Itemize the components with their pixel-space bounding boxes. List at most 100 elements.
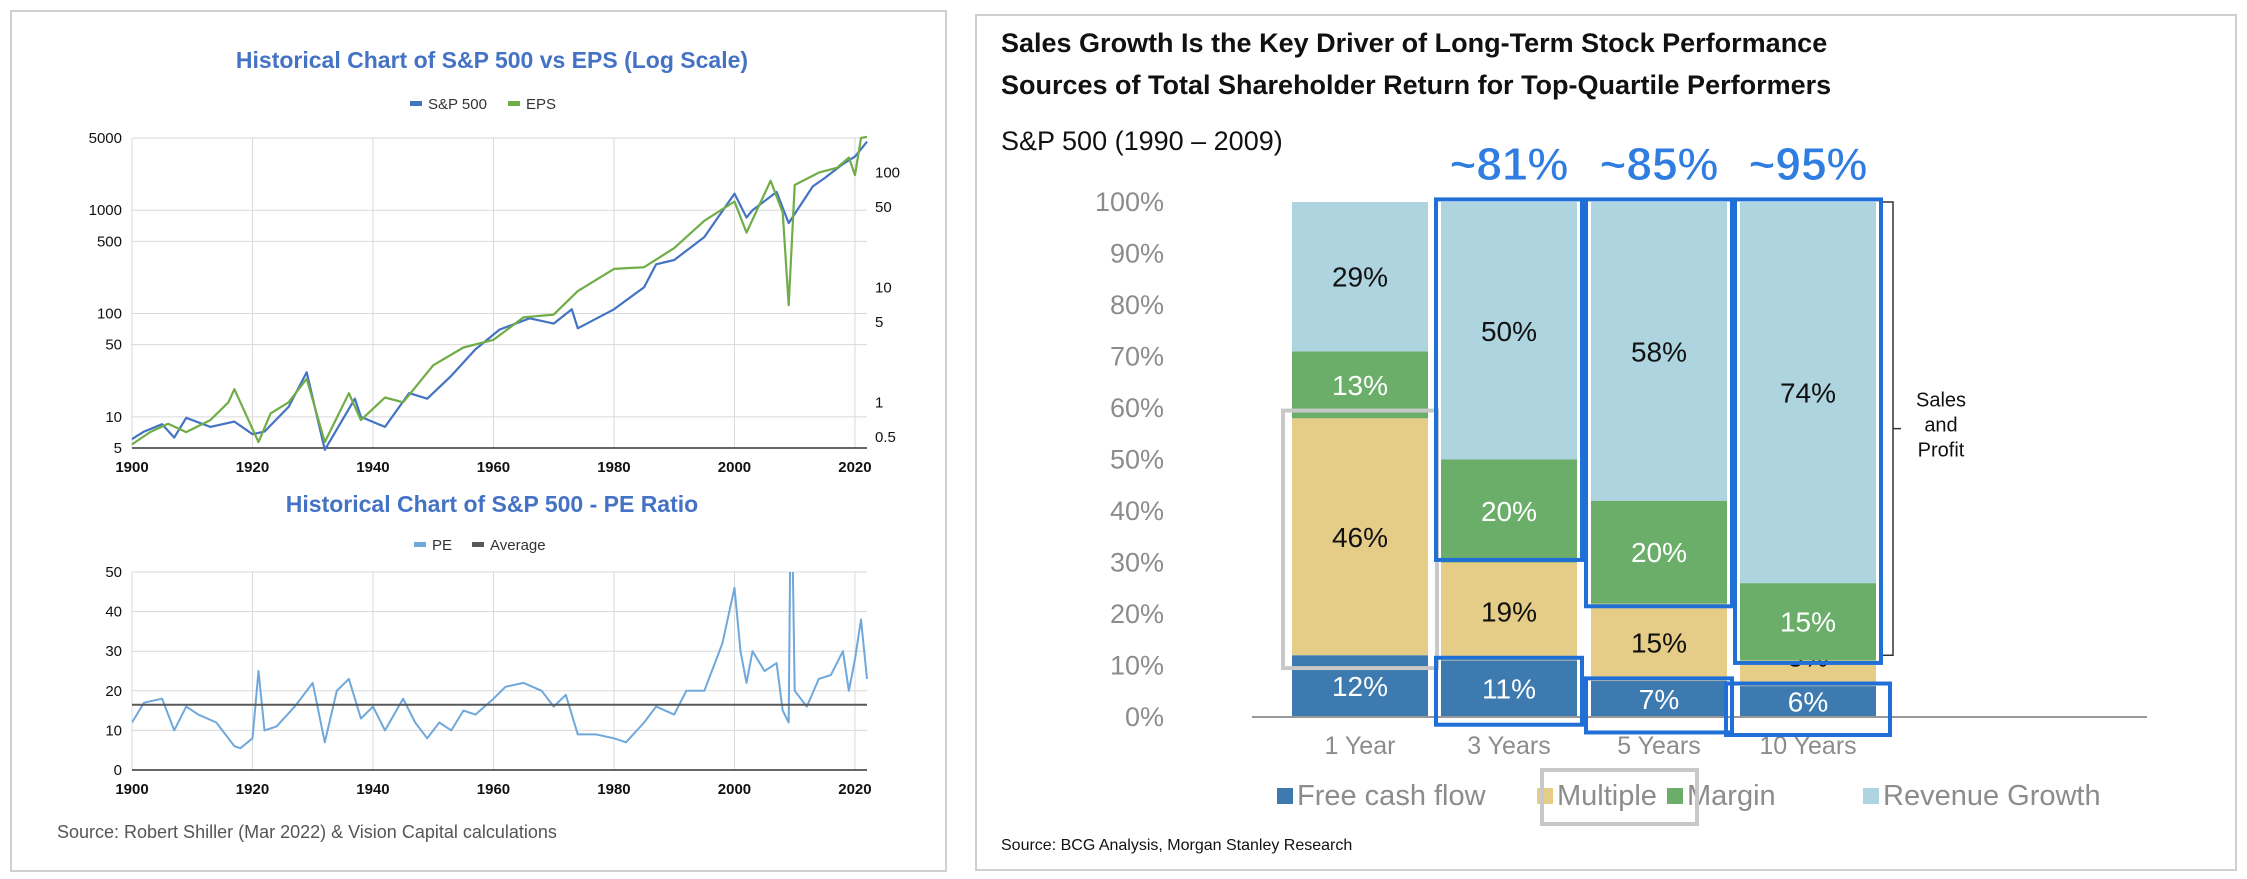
y-right-tick-label: 100 bbox=[875, 165, 900, 182]
fcf-box-3y bbox=[1434, 655, 1584, 727]
legend-label: Margin bbox=[1687, 780, 1776, 812]
bar-segment-revenue-growth bbox=[1591, 202, 1727, 501]
bar-segment-revenue-growth bbox=[1441, 202, 1577, 460]
legend-swatch bbox=[1863, 788, 1879, 804]
bar-data-label: 74% bbox=[1780, 378, 1836, 409]
y-right-tick-label: 50 bbox=[875, 199, 892, 216]
log-chart-legend: S&P 500 EPS bbox=[410, 96, 556, 113]
bracket-label-word: and bbox=[1924, 415, 1957, 437]
y-left-tick-label: 10 bbox=[105, 409, 122, 426]
x-tick-label: 1940 bbox=[356, 459, 389, 476]
log-chart-plot: 1900 1920 1940 1960 1980 2000 2020 5 10 50 100 500 1… bbox=[89, 130, 900, 476]
legend-swatch bbox=[1537, 788, 1553, 804]
y-tick-label: 40 bbox=[105, 604, 122, 621]
x-tick-label: 1900 bbox=[115, 459, 148, 476]
fcf-box-5y bbox=[1584, 676, 1734, 735]
x-tick-label: 1920 bbox=[236, 781, 269, 798]
sales-profit-box-10y bbox=[1733, 197, 1883, 665]
left-source-note: Source: Robert Shiller (Mar 2022) & Visi… bbox=[57, 822, 557, 842]
bar-data-label: 19% bbox=[1481, 596, 1537, 627]
y-right-tick-label: 0.5 bbox=[875, 429, 896, 446]
bracket-label-word: Profit bbox=[1918, 440, 1965, 462]
legend-label: S&P 500 bbox=[428, 96, 487, 113]
bracket-line bbox=[1883, 201, 1901, 656]
y-tick-label: 70% bbox=[1110, 342, 1164, 372]
legend-swatch bbox=[1667, 788, 1683, 804]
series-line-pe bbox=[132, 572, 868, 750]
legend-label: PE bbox=[432, 537, 452, 554]
x-tick-label: 2000 bbox=[718, 459, 751, 476]
sales-profit-box-5y bbox=[1584, 197, 1734, 609]
legend-label: EPS bbox=[526, 96, 556, 113]
log-chart-title: Historical Chart of S&P 500 vs EPS (Log … bbox=[236, 47, 748, 73]
y-tick-label: 30% bbox=[1110, 548, 1164, 578]
y-tick-label: 60% bbox=[1110, 393, 1164, 423]
right-subtitle: S&P 500 (1990 – 2009) bbox=[1001, 126, 1283, 156]
y-tick-label: 90% bbox=[1110, 239, 1164, 269]
stacked-bar-legend: Free cash flow Multiple Margin Revenue Grow… bbox=[1277, 768, 2101, 826]
x-category-label: 1 Year bbox=[1325, 732, 1396, 760]
pe-chart-title: Historical Chart of S&P 500 - PE Ratio bbox=[286, 491, 698, 517]
bar-data-label: 6% bbox=[1788, 687, 1828, 718]
right-title-line2: Sources of Total Shareholder Return for … bbox=[1001, 70, 1831, 100]
bar-segment-revenue-growth bbox=[1740, 202, 1876, 584]
series-line-s-p-500 bbox=[131, 141, 868, 451]
y-tick-label: 30 bbox=[105, 643, 122, 660]
y-left-tick-label: 50 bbox=[105, 337, 122, 354]
sales-profit-box-3y bbox=[1434, 197, 1584, 562]
y-right-tick-label: 10 bbox=[875, 279, 892, 296]
legend-swatch bbox=[414, 542, 426, 547]
bar-segment-free-cash-flow bbox=[1591, 680, 1727, 717]
bar-segment-free-cash-flow bbox=[1292, 655, 1428, 717]
y-tick-label: 80% bbox=[1110, 290, 1164, 320]
bar-segment-revenue-growth bbox=[1292, 202, 1428, 352]
pe-chart-legend: PE Average bbox=[414, 537, 546, 554]
y-left-tick-label: 1000 bbox=[89, 202, 122, 219]
bar-data-label: 15% bbox=[1631, 627, 1687, 658]
bar-segment-margin bbox=[1591, 500, 1727, 604]
x-tick-label: 2020 bbox=[838, 781, 871, 798]
y-right-tick-label: 5 bbox=[875, 314, 883, 331]
x-tick-label: 1980 bbox=[597, 781, 630, 798]
x-tick-label: 1920 bbox=[236, 459, 269, 476]
x-tick-label: 2000 bbox=[718, 781, 751, 798]
bracket-label-word: Sales bbox=[1916, 390, 1966, 412]
bar-segment-multiple bbox=[1441, 562, 1577, 661]
legend-swatch bbox=[410, 101, 422, 106]
bar-data-label: 7% bbox=[1639, 684, 1679, 715]
stacked-bar-plot: 0% 10% 20% 30% 40% 50% 60% 70% 80% 90% 100% 12% 46% 1… bbox=[1095, 138, 2147, 760]
y-tick-label: 100% bbox=[1095, 187, 1164, 217]
share-annotation: ~95% bbox=[1749, 138, 1868, 190]
bar-data-label: 58% bbox=[1631, 336, 1687, 367]
right-source-note: Source: BCG Analysis, Morgan Stanley Res… bbox=[1001, 837, 1352, 854]
y-left-tick-label: 5000 bbox=[89, 130, 122, 147]
left-charts-svg: Historical Chart of S&P 500 vs EPS (Log … bbox=[57, 47, 900, 842]
x-category-label: 5 Years bbox=[1617, 732, 1700, 760]
legend-swatch bbox=[508, 101, 520, 106]
bar-data-label: 46% bbox=[1332, 522, 1388, 553]
x-tick-label: 1960 bbox=[477, 781, 510, 798]
bar-segment-margin bbox=[1441, 459, 1577, 563]
bar-data-label: 20% bbox=[1631, 537, 1687, 568]
x-tick-label: 1940 bbox=[356, 781, 389, 798]
x-tick-label: 1980 bbox=[597, 459, 630, 476]
legend-label: Revenue Growth bbox=[1883, 780, 2101, 812]
y-tick-label: 0 bbox=[114, 762, 122, 779]
y-tick-label: 0% bbox=[1125, 702, 1164, 732]
right-chart-svg: Sales Growth Is the Key Driver of Long-T… bbox=[1001, 28, 2147, 854]
y-right-tick-label: 1 bbox=[875, 394, 883, 411]
y-tick-label: 20% bbox=[1110, 599, 1164, 629]
bar-segment-free-cash-flow bbox=[1740, 686, 1876, 717]
y-left-tick-label: 100 bbox=[97, 306, 122, 323]
y-tick-label: 10% bbox=[1110, 651, 1164, 681]
legend-swatch bbox=[1277, 788, 1293, 804]
bar-data-label: 13% bbox=[1332, 370, 1388, 401]
x-tick-label: 1960 bbox=[477, 459, 510, 476]
y-left-tick-label: 500 bbox=[97, 233, 122, 250]
legend-label: Free cash flow bbox=[1297, 780, 1487, 812]
bar-data-label: 20% bbox=[1481, 496, 1537, 527]
pe-chart-plot: 1900 1920 1940 1960 1980 2000 2020 0 10 20 30 40 50 bbox=[105, 564, 871, 798]
bar-segment-multiple bbox=[1591, 603, 1727, 681]
y-left-tick-label: 5 bbox=[114, 440, 122, 457]
bar-segment-margin bbox=[1292, 351, 1428, 419]
